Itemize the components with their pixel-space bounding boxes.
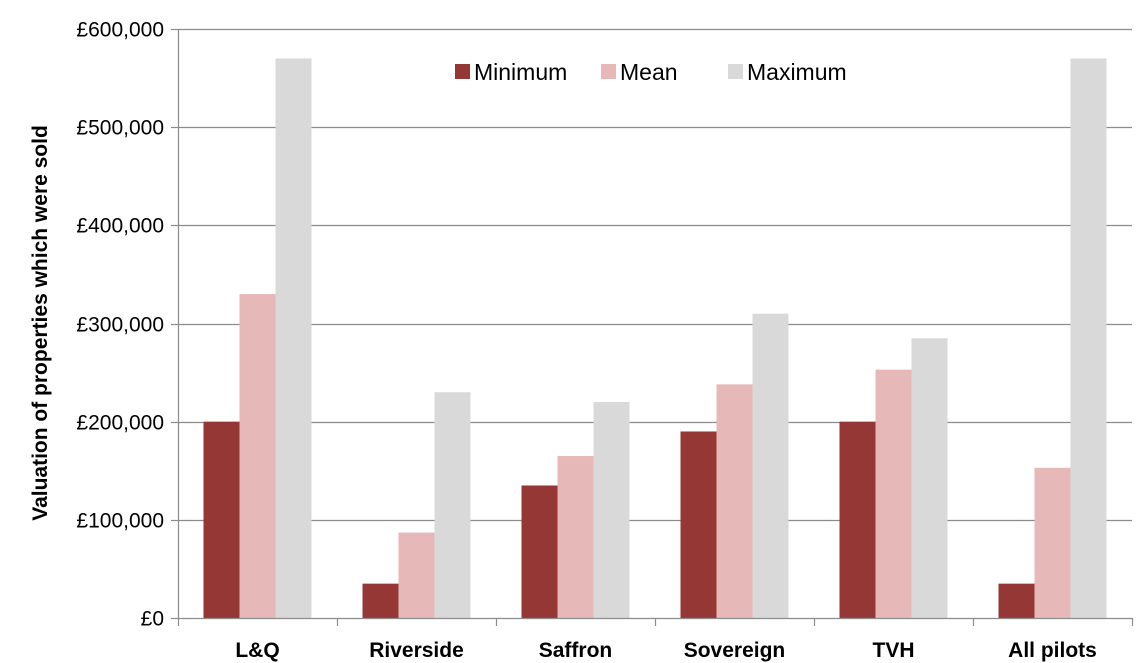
bar-mean-1 <box>239 294 276 618</box>
bar-minimum-2 <box>362 583 399 618</box>
legend: Minimum Mean Maximum <box>455 59 847 85</box>
x-category-label: TVH <box>873 639 915 662</box>
bar-minimum-6 <box>998 583 1035 618</box>
legend-swatch-minimum <box>455 64 470 79</box>
bar-maximum-4 <box>752 313 789 618</box>
bar-maximum-2 <box>434 392 471 618</box>
bar-mean-2 <box>398 532 435 618</box>
bar-maximum-6 <box>1070 58 1107 618</box>
legend-label-minimum: Minimum <box>474 59 567 85</box>
bars <box>203 58 1107 618</box>
legend-swatch-maximum <box>728 64 743 79</box>
y-tick-label: £200,000 <box>76 412 164 435</box>
bar-minimum-4 <box>680 431 717 618</box>
y-tick-label: £300,000 <box>76 314 164 337</box>
bar-mean-5 <box>875 369 912 618</box>
y-tick-label: £600,000 <box>76 19 164 42</box>
legend-label-maximum: Maximum <box>747 59 847 85</box>
x-category-label: Sovereign <box>684 639 786 662</box>
x-category-labels: L&Q Riverside Saffron Sovereign TVH All pilot… <box>235 639 1097 662</box>
bar-maximum-5 <box>911 338 948 618</box>
x-category-label: All pilots <box>1008 639 1097 662</box>
y-tick-labels: £0 £100,000 £200,000 £300,000 £400,000 £500,0… <box>76 19 164 631</box>
bar-minimum-1 <box>203 421 240 618</box>
bar-maximum-1 <box>275 58 312 618</box>
legend-swatch-mean <box>601 64 616 79</box>
y-tick-label: £100,000 <box>76 510 164 533</box>
bar-minimum-3 <box>521 485 558 618</box>
x-category-label: L&Q <box>235 639 279 662</box>
bar-mean-6 <box>1034 467 1071 618</box>
bar-mean-3 <box>557 456 594 618</box>
gridlines <box>171 28 1132 620</box>
bar-maximum-3 <box>593 402 630 618</box>
y-tick-label: £400,000 <box>76 215 164 238</box>
y-tick-label: £500,000 <box>76 117 164 140</box>
axes <box>177 29 1134 626</box>
x-category-label: Saffron <box>539 639 613 662</box>
bar-minimum-5 <box>839 421 876 618</box>
y-axis-title: Valuation of properties which were sold <box>29 125 52 521</box>
y-tick-label: £0 <box>141 608 164 631</box>
legend-label-mean: Mean <box>620 59 678 85</box>
x-category-label: Riverside <box>369 639 464 662</box>
bar-mean-4 <box>716 384 753 618</box>
